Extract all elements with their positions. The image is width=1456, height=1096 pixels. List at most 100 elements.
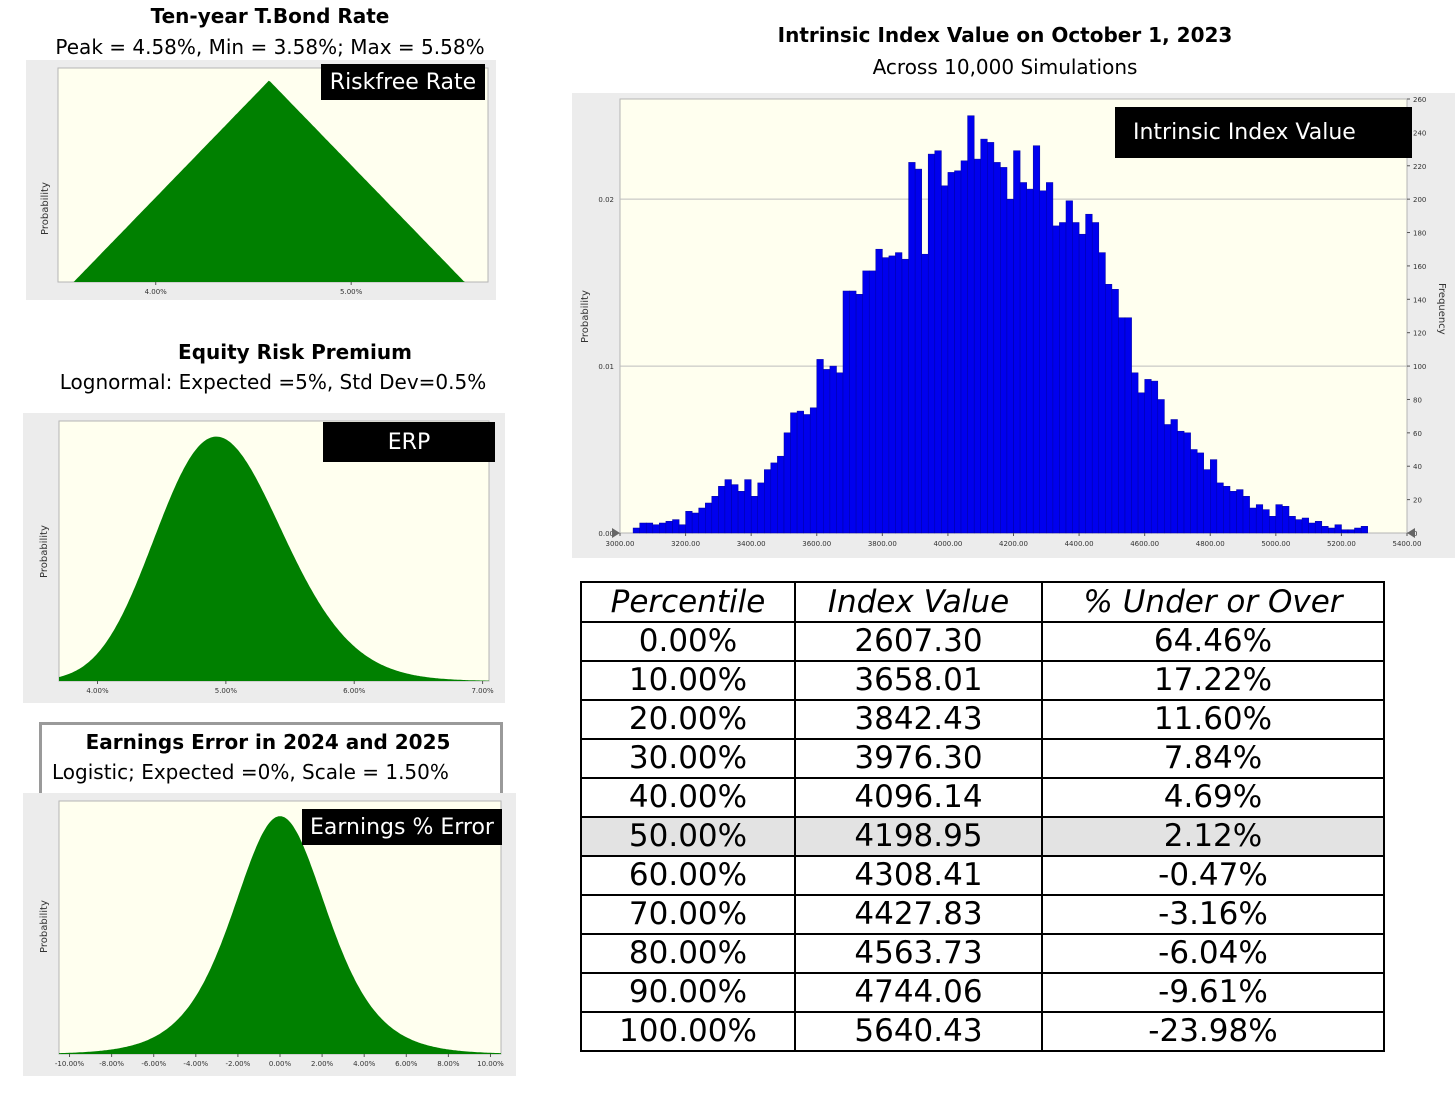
histogram-bar (855, 294, 863, 534)
intrinsic-subtitle: Across 10,000 Simulations (872, 55, 1138, 79)
earnings-subtitle: Logistic; Expected =0%, Scale = 1.50% (52, 760, 449, 784)
under-over-cell: -3.16% (1041, 894, 1385, 935)
under-over-cell: 7.84% (1041, 738, 1385, 779)
index-value-cell: 4563.73 (794, 933, 1043, 974)
x-tick-label: 4600.00 (1130, 540, 1159, 548)
histogram-bar (914, 168, 922, 534)
x-tick-label: 5000.00 (1261, 540, 1290, 548)
histogram-bar (862, 270, 870, 534)
y-tick-label-right: 100 (1413, 363, 1426, 371)
histogram-bar (1354, 527, 1362, 534)
histogram-bar (1039, 190, 1047, 534)
intrinsic-ylabel-right: Frequency (1436, 283, 1447, 335)
y-tick-label-right: 180 (1413, 230, 1426, 238)
histogram-bar (868, 270, 877, 534)
y-tick-label-right: 200 (1413, 196, 1426, 204)
x-tick-label: 7.00% (471, 687, 494, 695)
x-tick-label: 3000.00 (606, 540, 635, 548)
x-tick-label: 5.00% (340, 288, 363, 296)
riskfree-label: Riskfree Rate (321, 64, 485, 100)
histogram-bar (1190, 449, 1198, 534)
under-over-cell: -23.98% (1041, 1011, 1385, 1052)
histogram-bar (1065, 200, 1073, 534)
percentile-table: Percentile Index Value % Under or Over 0… (580, 581, 1385, 1052)
histogram-bar (724, 479, 732, 534)
histogram-bar (1006, 198, 1014, 534)
percentile-cell: 0.00% (580, 621, 796, 662)
under-over-cell: 17.22% (1041, 660, 1385, 701)
histogram-bar (1032, 145, 1041, 534)
histogram-bar (750, 496, 759, 534)
histogram-bar (1262, 509, 1270, 534)
histogram-bar (1170, 419, 1178, 534)
index-value-cell: 3842.43 (794, 699, 1043, 740)
histogram-bar (645, 522, 654, 534)
header-percentile: Percentile (580, 581, 796, 623)
histogram-bar (1321, 526, 1329, 534)
under-over-cell: 4.69% (1041, 777, 1385, 818)
histogram-bar (809, 407, 818, 534)
riskfree-chart: Probability 4.00% 5.00% (26, 60, 496, 300)
y-tick-label-left: 0.00 (598, 530, 614, 538)
histogram-bar (1000, 167, 1008, 534)
index-value-cell: 4427.83 (794, 894, 1043, 935)
histogram-bar (796, 410, 804, 534)
histogram-bar (757, 482, 765, 534)
histogram-bar (1105, 284, 1113, 534)
x-tick-label: 5200.00 (1327, 540, 1356, 548)
percentile-cell: 70.00% (580, 894, 796, 935)
histogram-bar (1360, 526, 1368, 534)
y-tick-label-right: 40 (1413, 463, 1422, 471)
histogram-bar (1150, 380, 1159, 534)
intrinsic-label: Intrinsic Index Value (1115, 107, 1412, 158)
earnings-ylabel: Probability (39, 900, 50, 953)
histogram-bar (901, 258, 909, 534)
erp-ylabel: Probability (39, 525, 50, 578)
histogram-bar (639, 522, 647, 534)
histogram-bar (770, 462, 778, 534)
histogram-bar (888, 255, 896, 534)
histogram-bar (777, 455, 785, 534)
histogram-bar (1288, 516, 1296, 534)
histogram-bar (1301, 517, 1309, 534)
y-tick-label-right: 160 (1413, 263, 1426, 271)
header-index-value: Index Value (794, 581, 1043, 623)
y-tick-label-right: 140 (1413, 296, 1426, 304)
index-value-cell: 4096.14 (794, 777, 1043, 818)
erp-title: Equity Risk Premium (178, 340, 412, 364)
intrinsic-chart: Probability Frequency 0.00 0.01 0.02 0 20 40 6… (572, 93, 1455, 558)
histogram-bar (895, 252, 903, 534)
percentile-cell: 80.00% (580, 933, 796, 974)
histogram-bar (1052, 225, 1060, 534)
table-row: 0.00% 2607.30 64.46% (580, 621, 1385, 662)
table-row: 20.00% 3842.43 11.60% (580, 699, 1385, 740)
histogram-bar (1328, 527, 1336, 534)
x-tick-label: 4.00% (353, 1060, 376, 1068)
x-tick-label: 3200.00 (671, 540, 700, 548)
histogram-bar (685, 511, 693, 534)
histogram-bar (1072, 222, 1080, 534)
erp-density-area (59, 436, 489, 681)
histogram-bar (1124, 317, 1132, 534)
x-tick-label: 6.00% (395, 1060, 418, 1068)
histogram-bar (1131, 372, 1139, 534)
histogram-bar (954, 170, 962, 534)
histogram-bar (980, 138, 988, 534)
histogram-bar (1183, 432, 1191, 534)
x-tick-label: -2.00% (226, 1060, 251, 1068)
table-row: 10.00% 3658.01 17.22% (580, 660, 1385, 701)
histogram-bar (1164, 424, 1172, 534)
histogram-bar (1334, 524, 1342, 534)
erp-label: ERP (323, 422, 495, 462)
histogram-bar (744, 479, 752, 534)
x-tick-label: -10.00% (55, 1060, 85, 1068)
histogram-bar (816, 359, 824, 534)
index-value-cell: 4198.95 (794, 816, 1043, 857)
histogram-bar (1085, 213, 1093, 534)
histogram-bar (1157, 399, 1165, 534)
under-over-cell: -0.47% (1041, 855, 1385, 896)
histogram-bar (967, 115, 975, 534)
histogram-bar (849, 290, 857, 534)
histogram-bar (882, 257, 890, 534)
x-tick-label: 4400.00 (1065, 540, 1094, 548)
